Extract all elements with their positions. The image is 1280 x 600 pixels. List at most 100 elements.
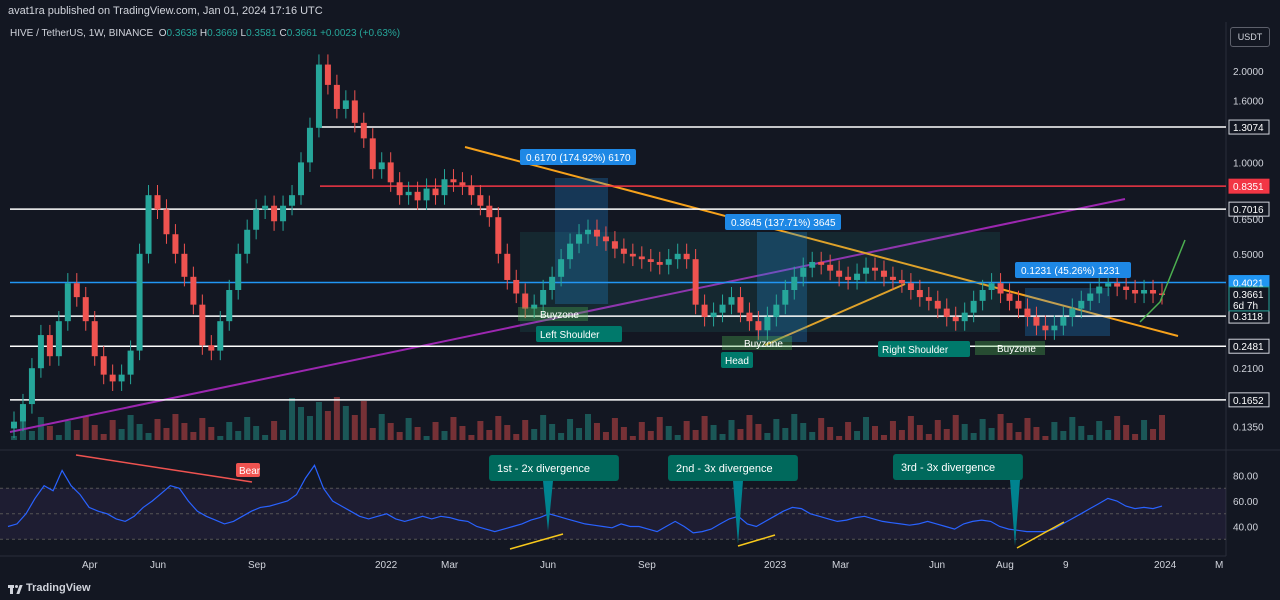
candle-body (1006, 293, 1013, 301)
measure-label: 0.1231 (45.26%) 1231 (1021, 266, 1120, 277)
volume-bar (755, 424, 762, 440)
x-tick-label: M (1215, 560, 1223, 571)
price-level-label: 0.2481 (1233, 342, 1264, 353)
volume-bar (1150, 429, 1157, 440)
measure-label: 0.6170 (174.92%) 6170 (526, 153, 631, 164)
candle-body (154, 195, 161, 210)
volume-bar (863, 417, 870, 440)
price-level-badge (1228, 338, 1270, 354)
x-tick-label: 2023 (764, 560, 787, 571)
x-tick-label: Sep (638, 560, 656, 571)
y-tick-label: 0.2100 (1233, 364, 1264, 375)
volume-bar (46, 426, 53, 440)
volume-bar (100, 434, 107, 440)
volume-bar (1159, 415, 1165, 440)
volume-bar (674, 435, 681, 440)
volume-bar (262, 435, 269, 440)
candle-body (235, 253, 242, 290)
volume-bar (773, 419, 780, 440)
candle-body (585, 229, 591, 235)
divergence-callout-label: 1st - 2x divergence (497, 463, 590, 475)
candle-body (872, 267, 878, 271)
volume-bar (217, 436, 224, 440)
candle-body (414, 191, 421, 201)
measure-label-bg (725, 214, 841, 230)
candle-body (11, 421, 17, 429)
candle-body (925, 297, 932, 301)
candle-body (1078, 300, 1085, 309)
y-tick-label: 0.6500 (1233, 215, 1264, 226)
resistance-trendline (464, 146, 1179, 337)
candle-body (91, 321, 98, 357)
price-level-badge (1228, 119, 1270, 135)
candle-body (836, 270, 843, 277)
candle-body (217, 321, 224, 351)
tradingview-brand: TradingView (26, 582, 91, 594)
volume-bar (1069, 417, 1076, 440)
volume-bar (468, 435, 475, 440)
volume-bar (567, 419, 574, 440)
bear-divergence-line (75, 454, 253, 483)
candle-body (226, 289, 233, 322)
volume-bar (692, 430, 699, 440)
volume-bar (746, 415, 753, 440)
high-label: H (199, 28, 208, 39)
volume-bar (611, 418, 618, 440)
candle-body (782, 289, 789, 305)
divergence-callout-pointer (733, 481, 743, 544)
candle-body (271, 205, 278, 222)
divergence-callout-bg (668, 455, 798, 481)
volume-bar (154, 419, 161, 440)
candle-body (567, 243, 574, 260)
x-tick-label: Mar (832, 560, 850, 571)
price-chart[interactable]: 2.60002.00001.60001.00000.65000.50000.21… (0, 22, 1280, 578)
volume-bar (889, 421, 896, 440)
candle-body (701, 304, 708, 317)
countdown-label: 6d 7h (1233, 301, 1258, 312)
neckline-trendline (764, 283, 906, 346)
candle-body (369, 138, 376, 170)
candle-body (854, 273, 861, 280)
x-tick-label: Jun (540, 560, 556, 571)
measure-box (1025, 288, 1110, 336)
tradingview-logo[interactable]: TradingView (8, 581, 91, 595)
volume-bar (997, 414, 1004, 440)
x-tick-label: Aug (996, 560, 1014, 571)
close-label: C (279, 28, 287, 39)
volume-bar (540, 415, 547, 440)
volume-bar (208, 427, 215, 440)
price-level-label: 0.1652 (1233, 396, 1264, 407)
candle-body (262, 205, 269, 210)
bear-label-bg (236, 463, 260, 477)
candle-body (396, 182, 403, 196)
volume-bar (710, 425, 717, 440)
divergence-callout-pointer (1010, 480, 1020, 546)
volume-bar (791, 414, 798, 440)
divergence-callout-bg (489, 455, 619, 481)
candle-body (315, 64, 322, 128)
volume-bar (576, 428, 583, 440)
volume-bar (854, 431, 861, 440)
candle-body (970, 300, 977, 313)
volume-bar (1123, 425, 1130, 440)
tradingview-icon (8, 581, 23, 595)
volume-bar (477, 421, 484, 440)
volume-bar (495, 416, 502, 440)
buyzone-label: Buyzone (997, 344, 1036, 355)
volume-bar (898, 430, 905, 440)
open-value: 0.3638 (166, 28, 198, 39)
currency-button[interactable]: USDT (1230, 27, 1270, 47)
symbol-name: HIVE / TetherUS, 1W, BINANCE (10, 28, 154, 39)
low-label: L (240, 28, 247, 39)
bear-label: Bear (239, 466, 261, 477)
y-tick-label: 1.0000 (1233, 158, 1264, 169)
candle-body (818, 261, 825, 265)
chart-pane[interactable]: 2.60002.00001.60001.00000.65000.50000.21… (0, 22, 1280, 578)
x-tick-label: 2024 (1154, 560, 1177, 571)
candle-body (1042, 325, 1049, 331)
candle-body (1150, 289, 1157, 294)
rsi-line (7, 464, 1163, 534)
candle-body (683, 253, 690, 260)
candle-body (289, 195, 296, 206)
candle-body (37, 335, 44, 369)
